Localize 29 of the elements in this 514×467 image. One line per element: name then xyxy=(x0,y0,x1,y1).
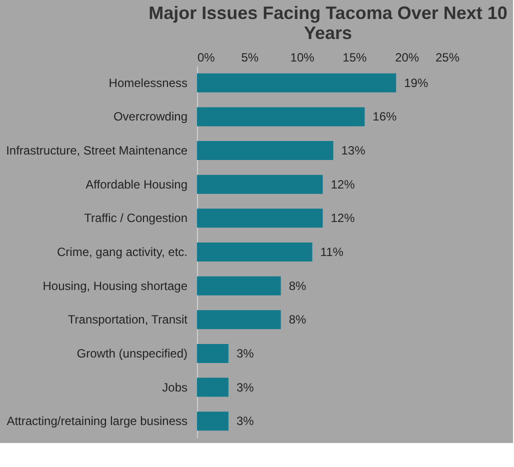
data-label: 8% xyxy=(288,278,307,293)
data-label: 19% xyxy=(404,76,428,90)
y-tick-label: Affordable Housing xyxy=(86,177,188,192)
y-tick-label: Growth (unspecified) xyxy=(76,346,188,360)
y-tick-label: Transportation, Transit xyxy=(68,312,188,327)
data-label: 12% xyxy=(330,177,356,192)
data-label: 3% xyxy=(236,414,254,428)
y-tick-label: Crime, gang activity, etc. xyxy=(57,245,188,259)
x-tick-label: 15% xyxy=(342,50,368,64)
y-tick-label: Traffic / Congestion xyxy=(84,211,188,226)
data-label: 13% xyxy=(341,144,366,158)
data-label: 16% xyxy=(372,110,398,124)
y-tick-label: Attracting/retaining large business xyxy=(6,414,188,428)
y-tick-label: Housing, Housing shortage xyxy=(42,278,188,293)
y-tick-label: Jobs xyxy=(162,380,188,394)
y-tick-label: Infrastructure, Street Maintenance xyxy=(6,144,188,158)
x-tick-label: 10% xyxy=(290,50,315,64)
data-label: 3% xyxy=(236,346,254,360)
data-label: 8% xyxy=(288,312,307,327)
y-tick-label: Homelessness xyxy=(108,76,188,90)
data-label: 3% xyxy=(236,380,254,394)
x-tick-label: 20% xyxy=(395,50,420,64)
chart-title: Major Issues Facing Tacoma Over Next 10 Years xyxy=(148,3,508,43)
x-tick-label: 0% xyxy=(198,50,216,64)
x-tick-label: 25% xyxy=(435,50,460,64)
data-label: 12% xyxy=(330,211,356,226)
y-tick-label: Overcrowding xyxy=(113,110,188,124)
x-tick-label: 5% xyxy=(241,50,259,64)
data-label: 11% xyxy=(320,245,344,259)
